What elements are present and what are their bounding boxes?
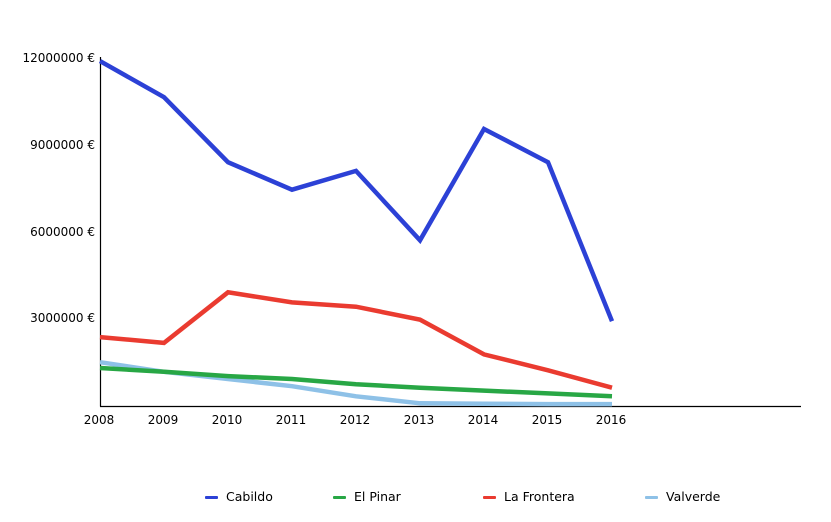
y-tick-label-3000000: 3000000 €	[30, 311, 95, 325]
legend-label-el-pinar: El Pinar	[354, 489, 401, 504]
legend-item-la-frontera[interactable]: La Frontera	[483, 488, 575, 506]
x-tick-label-2015: 2015	[531, 413, 563, 427]
y-tick-label-6000000: 6000000 €	[30, 225, 95, 239]
legend-item-el-pinar[interactable]: El Pinar	[333, 488, 401, 506]
legend-label-la-frontera: La Frontera	[504, 489, 575, 504]
x-tick-label-2012: 2012	[339, 413, 371, 427]
series-line-cabildo	[98, 59, 615, 323]
y-tick-label-9000000: 9000000 €	[30, 138, 95, 152]
line-chart: 12000000 € 9000000 € 6000000 € 3000000 €…	[22, 51, 801, 427]
el-pinar-line-swatch-icon	[333, 495, 346, 499]
legend-label-cabildo: Cabildo	[226, 489, 273, 504]
x-tick-label-2016: 2016	[595, 413, 627, 427]
valverde-line-swatch-icon	[645, 495, 658, 499]
legend-label-valverde: Valverde	[666, 489, 721, 504]
x-tick-label-2010: 2010	[211, 413, 243, 427]
series-line-el-pinar	[99, 365, 613, 399]
chart-canvas	[98, 57, 801, 408]
y-tick-label-12000000: 12000000 €	[22, 51, 95, 65]
series-line-la-frontera	[99, 289, 613, 390]
legend-item-valverde[interactable]: Valverde	[645, 488, 720, 506]
x-tick-label-2011: 2011	[275, 413, 307, 427]
x-tick-label-2008: 2008	[83, 413, 115, 427]
chart-legend: Cabildo El Pinar La Frontera Valverde	[0, 488, 831, 506]
x-tick-label-2013: 2013	[403, 413, 435, 427]
la-frontera-line-swatch-icon	[483, 495, 496, 499]
legend-item-cabildo[interactable]: Cabildo	[205, 488, 273, 506]
cabildo-line-swatch-icon	[205, 495, 218, 499]
x-tick-label-2009: 2009	[147, 413, 179, 427]
x-tick-label-2014: 2014	[467, 413, 499, 427]
